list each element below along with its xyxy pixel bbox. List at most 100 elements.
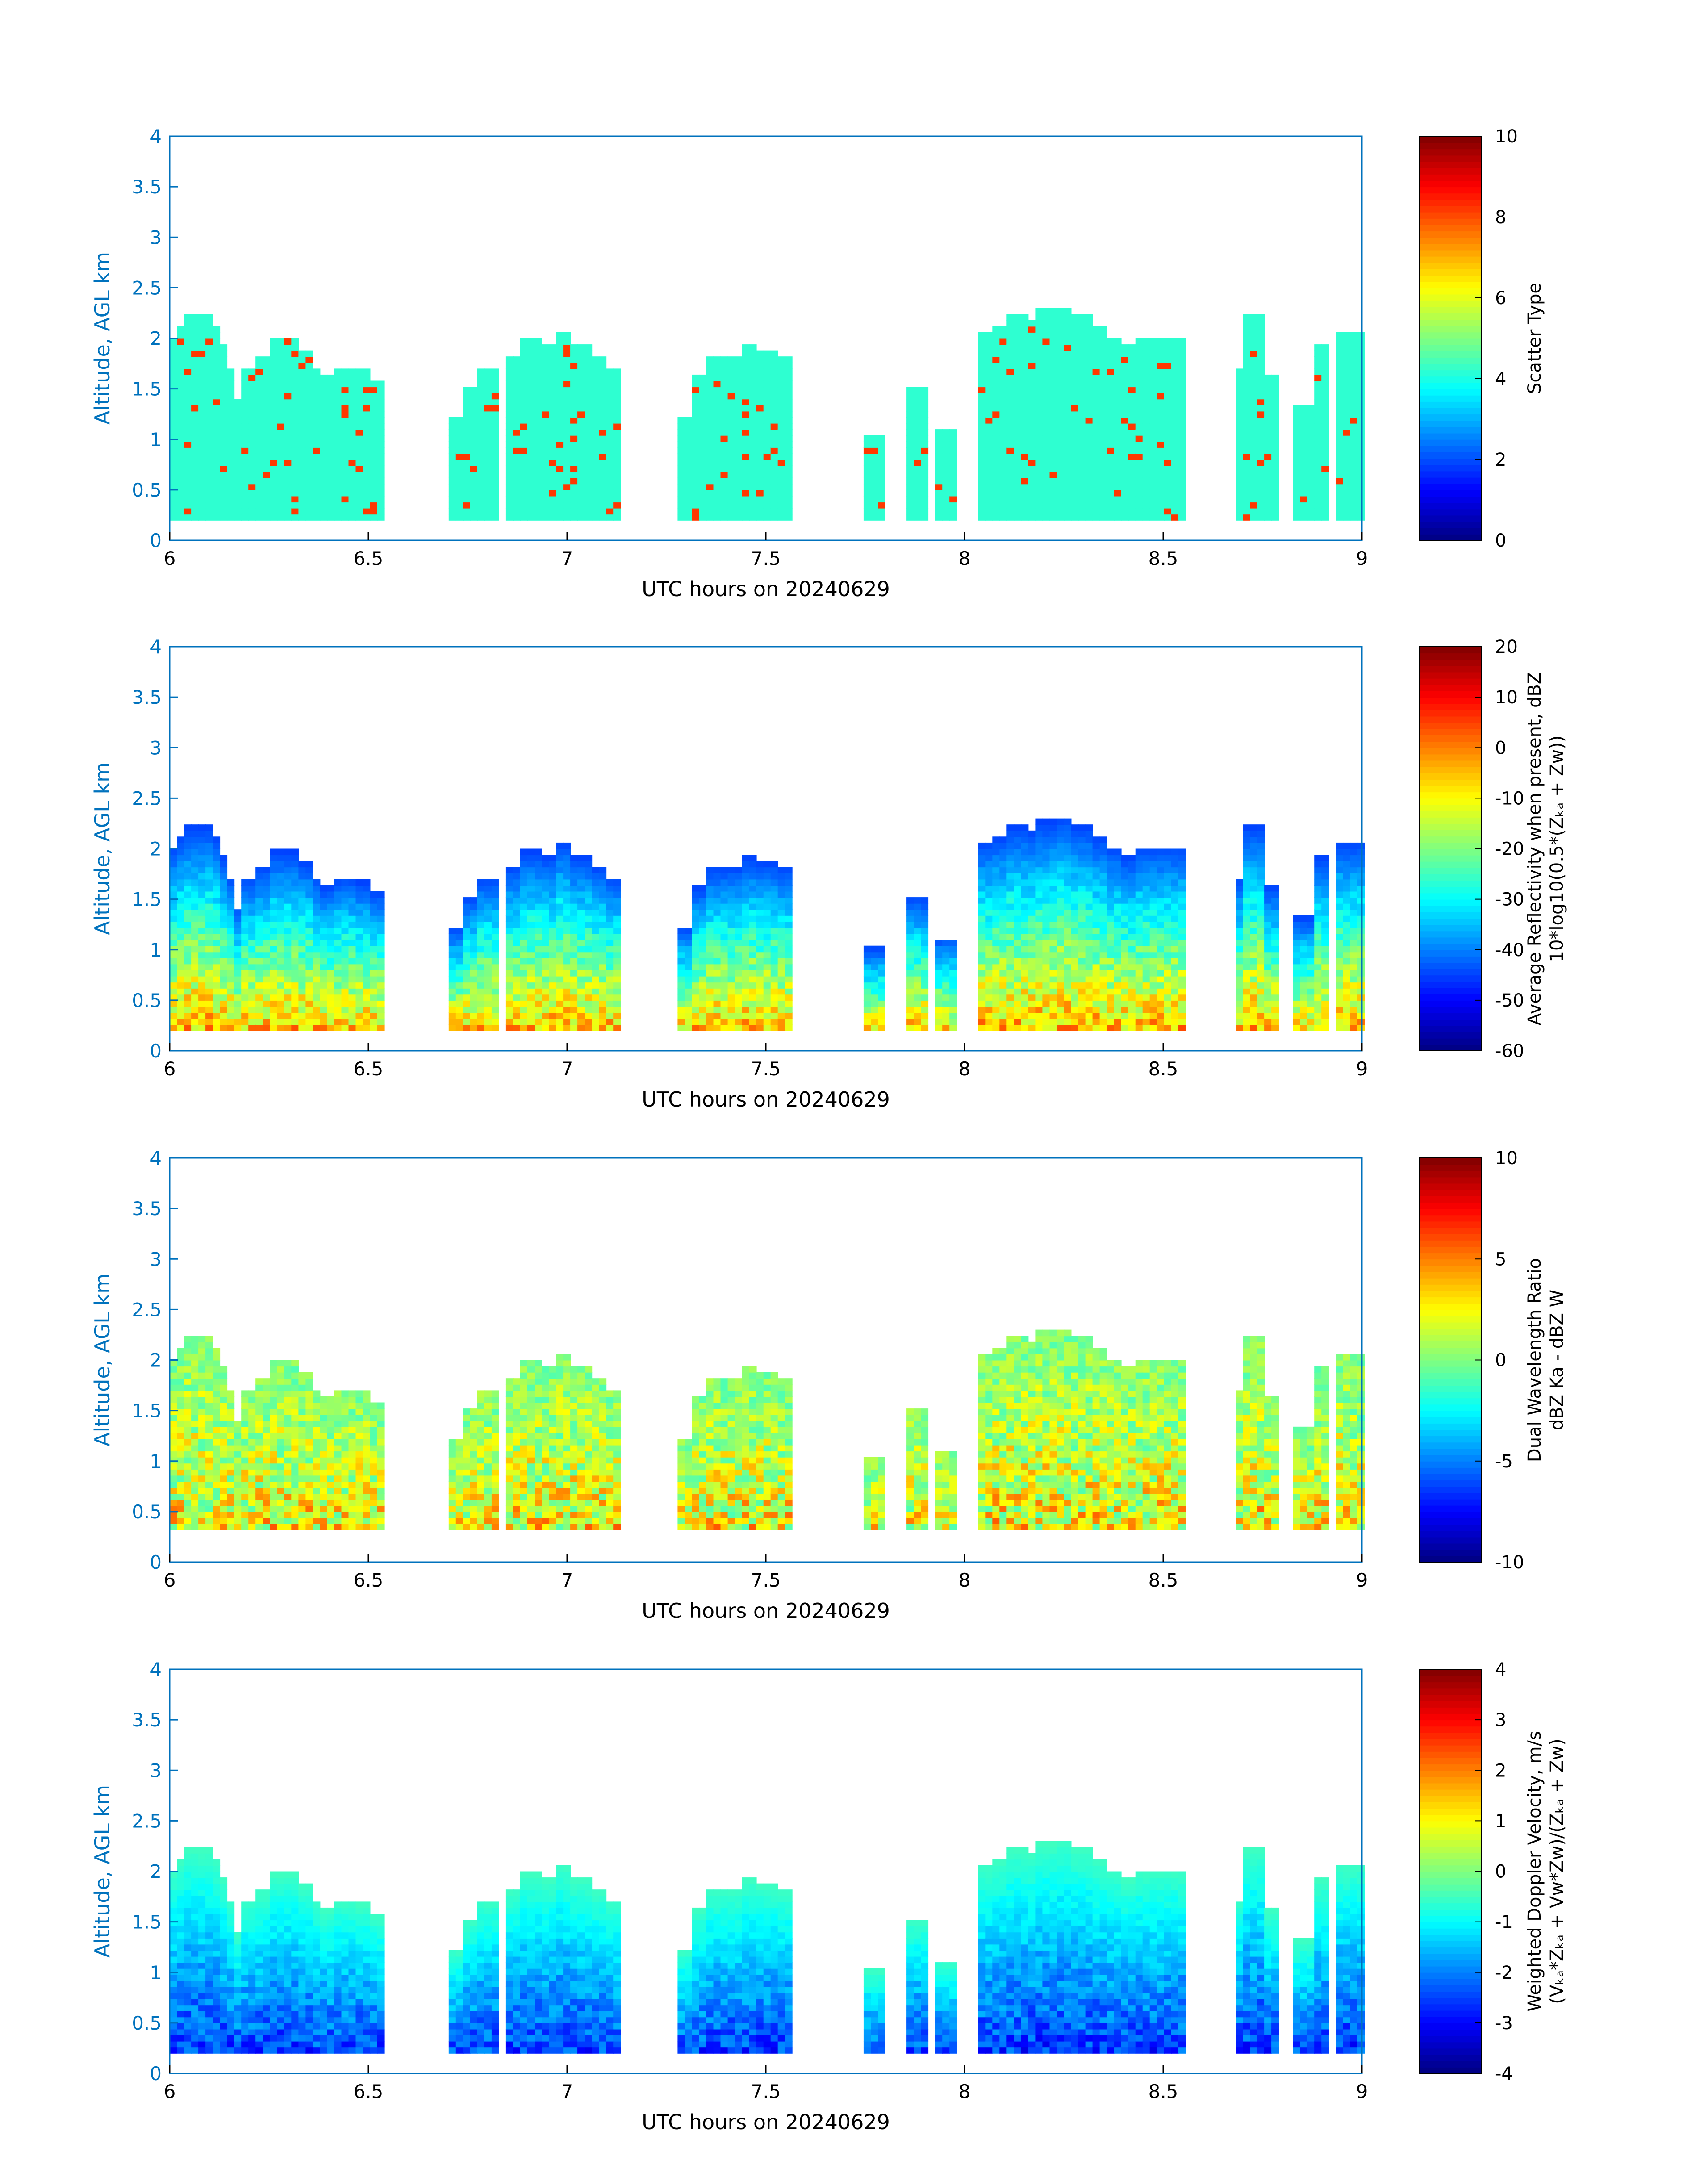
heatmap-cell — [1257, 514, 1265, 521]
heatmap-cell — [1092, 508, 1100, 515]
heatmap-cell — [334, 982, 342, 989]
heatmap-cell — [556, 1024, 564, 1031]
heatmap-cell — [334, 435, 342, 442]
heatmap-cell — [1271, 387, 1279, 393]
heatmap-cell — [777, 393, 785, 400]
heatmap-cell — [170, 387, 177, 393]
heatmap-cell — [756, 477, 764, 485]
heatmap-cell — [921, 472, 929, 478]
heatmap-cell — [1049, 320, 1057, 327]
heatmap-cell — [177, 374, 184, 381]
heatmap-cell — [513, 374, 521, 381]
heatmap-cell — [613, 885, 621, 892]
heatmap-cell — [706, 970, 714, 977]
heatmap-cell — [935, 465, 943, 472]
heatmap-cell — [906, 465, 915, 472]
heatmap-cell — [978, 441, 986, 448]
colorbar-tick-label: 10 — [1495, 126, 1518, 147]
heatmap-cell — [377, 957, 385, 965]
heatmap-cell — [363, 399, 371, 405]
heatmap-cell — [613, 423, 621, 430]
heatmap-cell — [527, 393, 535, 400]
x-tick-label: 8 — [959, 547, 971, 569]
heatmap-cell — [205, 393, 213, 400]
heatmap-cell — [1028, 465, 1036, 472]
heatmap-cell — [1071, 447, 1079, 454]
heatmap-cell — [255, 362, 263, 369]
heatmap-cell — [1243, 502, 1250, 509]
heatmap-cell — [606, 915, 614, 922]
heatmap-cell — [1121, 399, 1129, 405]
heatmap-cell — [1257, 332, 1265, 339]
heatmap-cell — [1157, 393, 1165, 400]
heatmap-cell — [355, 891, 363, 898]
heatmap-cell — [277, 380, 285, 388]
heatmap-cell — [763, 399, 771, 405]
heatmap-cell — [1049, 405, 1057, 412]
heatmap-cell — [234, 982, 242, 989]
heatmap-cell — [563, 891, 571, 898]
heatmap-cell — [613, 976, 621, 983]
heatmap-cell — [1257, 502, 1265, 509]
heatmap-cell — [906, 453, 915, 460]
heatmap-cell — [692, 423, 700, 430]
colorbar-segment — [1419, 338, 1482, 345]
heatmap-cell — [184, 921, 192, 928]
heatmap-cell — [305, 903, 313, 910]
heatmap-cell — [549, 964, 557, 970]
heatmap-cell — [198, 921, 206, 928]
heatmap-cell — [906, 502, 915, 509]
heatmap-cell — [191, 465, 199, 472]
heatmap-cell — [685, 1006, 693, 1013]
heatmap-cell — [348, 945, 356, 953]
heatmap-cell — [198, 933, 206, 940]
heatmap-cell — [1014, 356, 1022, 363]
heatmap-cell — [1021, 338, 1029, 345]
heatmap-cell — [606, 928, 614, 934]
heatmap-cell — [205, 417, 213, 424]
heatmap-cell — [1121, 387, 1129, 393]
heatmap-cell — [1014, 350, 1022, 357]
heatmap-cell — [284, 423, 292, 430]
heatmap-cell — [227, 909, 235, 916]
heatmap-cell — [1178, 350, 1186, 357]
heatmap-cell — [613, 994, 621, 1001]
heatmap-cell — [1078, 465, 1086, 472]
heatmap-cell — [556, 1000, 564, 1007]
heatmap-cell — [477, 423, 485, 430]
heatmap-cell — [1164, 393, 1172, 400]
heatmap-cell — [735, 423, 743, 430]
heatmap-cell — [463, 1006, 471, 1013]
heatmap-cell — [1092, 489, 1100, 497]
heatmap-cell — [241, 393, 249, 400]
heatmap-cell — [720, 496, 728, 503]
heatmap-cell — [1321, 362, 1329, 369]
heatmap-cell — [1064, 405, 1072, 412]
heatmap-cell — [677, 976, 685, 983]
heatmap-cell — [592, 399, 600, 405]
heatmap-cell — [198, 855, 206, 861]
heatmap-cell — [585, 387, 593, 393]
heatmap-cell — [1071, 356, 1079, 363]
heatmap-cell — [1014, 344, 1022, 351]
heatmap-cell — [213, 350, 221, 357]
heatmap-cell — [1271, 417, 1279, 424]
heatmap-cell — [1042, 350, 1050, 357]
heatmap-cell — [191, 1006, 199, 1013]
heatmap-cell — [1014, 405, 1022, 412]
heatmap-cell — [563, 1000, 571, 1007]
heatmap-cell — [491, 1018, 499, 1025]
heatmap-cell — [313, 405, 321, 412]
heatmap-cell — [527, 909, 535, 916]
heatmap-cell — [213, 957, 221, 965]
heatmap-cell — [1021, 380, 1029, 388]
heatmap-cell — [1343, 332, 1351, 339]
heatmap-cell — [448, 982, 456, 989]
heatmap-cell — [455, 940, 464, 946]
heatmap-cell — [699, 897, 707, 904]
heatmap-cell — [277, 1012, 285, 1019]
heatmap-cell — [563, 356, 571, 363]
heatmap-cell — [198, 472, 206, 478]
heatmap-cell — [699, 903, 707, 910]
heatmap-cell — [170, 1018, 177, 1025]
